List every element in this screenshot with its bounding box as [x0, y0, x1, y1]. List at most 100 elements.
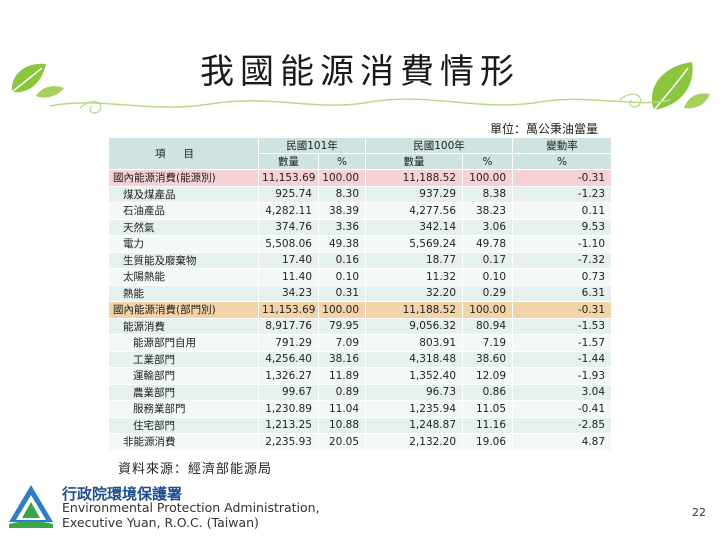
qty-101: 925.74 — [258, 185, 319, 203]
table-row: 煤及煤產品 925.74 8.30 937.29 8.38 -1.23 — [108, 185, 613, 203]
row-label: 非能源消費 — [108, 433, 259, 451]
table-row: 國內能源消費(部門別) 11,153.69 100.00 11,188.52 100.0… — [108, 301, 613, 319]
pct-100: 11.16 — [462, 416, 514, 434]
table-row: 住宅部門 1,213.25 10.88 1,248.87 11.16 -2.85 — [108, 416, 613, 434]
qty-100: 18.77 — [365, 251, 464, 269]
source-note: 資料來源：經濟部能源局 — [118, 462, 273, 477]
change-rate: -1.53 — [512, 317, 613, 335]
pct-100: 7.19 — [462, 334, 514, 352]
pct-100: 0.86 — [462, 383, 514, 401]
pct-101: 10.88 — [317, 416, 367, 434]
qty-101: 11,153.69 — [258, 169, 319, 187]
qty-100: 32.20 — [365, 284, 464, 302]
row-label: 工業部門 — [108, 350, 259, 368]
row-label: 生質能及廢棄物 — [108, 251, 259, 269]
qty-101: 17.40 — [258, 251, 319, 269]
qty-100: 4,277.56 — [365, 202, 464, 220]
change-rate: 4.87 — [512, 433, 613, 451]
pct-100: 19.06 — [462, 433, 514, 451]
qty-101: 1,230.89 — [258, 400, 319, 418]
pct-101: 0.10 — [317, 268, 367, 286]
change-rate: -7.32 — [512, 251, 613, 269]
pct-101: 100.00 — [317, 301, 367, 319]
change-rate: -1.10 — [512, 235, 613, 253]
swirl-divider — [49, 93, 671, 114]
qty-100: 1,352.40 — [365, 367, 464, 385]
change-rate: 3.04 — [512, 383, 613, 401]
row-label: 服務業部門 — [108, 400, 259, 418]
pct-101: 100.00 — [317, 169, 367, 187]
pct-101: 11.04 — [317, 400, 367, 418]
row-label: 能源消費 — [108, 317, 259, 335]
qty-101: 791.29 — [258, 334, 319, 352]
change-rate: 0.73 — [512, 268, 613, 286]
pct-100: 38.60 — [462, 350, 514, 368]
qty-101: 2,235.93 — [258, 433, 319, 451]
pct-101: 0.89 — [317, 383, 367, 401]
pct-101: 38.39 — [317, 202, 367, 220]
slide-title: 我國能源消費情形 — [200, 52, 520, 92]
row-label: 國內能源消費(能源別) — [108, 169, 259, 187]
table-row: 運輸部門 1,326.27 11.89 1,352.40 12.09 -1.93 — [108, 367, 613, 385]
item-header: 項目 — [108, 137, 259, 170]
qty-100: 2,132.20 — [365, 433, 464, 451]
qty-101: 1,326.27 — [258, 367, 319, 385]
table-row: 能源消費 8,917.76 79.95 9,056.32 80.94 -1.53 — [108, 317, 613, 335]
change-rate: 9.53 — [512, 218, 613, 236]
row-label: 太陽熱能 — [108, 268, 259, 286]
pct-101: 0.16 — [317, 251, 367, 269]
table-row: 國內能源消費(能源別) 11,153.69 100.00 11,188.52 100.0… — [108, 169, 613, 187]
sub-header-qty-101: 數量 — [258, 153, 319, 170]
row-label: 國內能源消費(部門別) — [108, 301, 259, 319]
pct-100: 100.00 — [462, 301, 514, 319]
change-rate: -1.23 — [512, 185, 613, 203]
qty-101: 11,153.69 — [258, 301, 319, 319]
pct-100: 0.10 — [462, 268, 514, 286]
qty-101: 374.76 — [258, 218, 319, 236]
table-row: 太陽熱能 11.40 0.10 11.32 0.10 0.73 — [108, 268, 613, 286]
row-label: 電力 — [108, 235, 259, 253]
change-rate: -1.93 — [512, 367, 613, 385]
qty-100: 342.14 — [365, 218, 464, 236]
table-subheader-row: 數量 % 數量 % % — [109, 153, 613, 170]
row-label: 天然氣 — [108, 218, 259, 236]
pct-101: 20.05 — [317, 433, 367, 451]
change-rate: -0.31 — [512, 301, 613, 319]
org-name-en: Environmental Protection Administration,… — [62, 500, 320, 530]
table-row: 能源部門自用 791.29 7.09 803.91 7.19 -1.57 — [108, 334, 613, 352]
sub-header-change: % — [512, 153, 613, 170]
pct-101: 38.16 — [317, 350, 367, 368]
energy-consumption-table: 項目 民國101年 民國100年 變動率 數量 % 數量 % % 國內能源消費(… — [108, 137, 613, 451]
org-name-en-line2: Executive Yuan, R.O.C. (Taiwan) — [62, 515, 259, 530]
change-rate: -0.41 — [512, 400, 613, 418]
change-rate: 6.31 — [512, 284, 613, 302]
page-number: 22 — [692, 506, 706, 519]
qty-100: 11.32 — [365, 268, 464, 286]
qty-100: 5,569.24 — [365, 235, 464, 253]
sub-header-pct-101: % — [317, 153, 367, 170]
row-label: 石油產品 — [108, 202, 259, 220]
sub-header-qty-100: 數量 — [365, 153, 464, 170]
qty-101: 99.67 — [258, 383, 319, 401]
table-row: 天然氣 374.76 3.36 342.14 3.06 9.53 — [108, 218, 613, 236]
row-label: 能源部門自用 — [108, 334, 259, 352]
table-row: 石油產品 4,282.11 38.39 4,277.56 38.23 0.11 — [108, 202, 613, 220]
pct-100: 8.38 — [462, 185, 514, 203]
table-row: 熱能 34.23 0.31 32.20 0.29 6.31 — [108, 284, 613, 302]
table-row: 工業部門 4,256.40 38.16 4,318.48 38.60 -1.44 — [108, 350, 613, 368]
pct-100: 11.05 — [462, 400, 514, 418]
qty-100: 4,318.48 — [365, 350, 464, 368]
pct-100: 80.94 — [462, 317, 514, 335]
table-body: 國內能源消費(能源別) 11,153.69 100.00 11,188.52 100.0… — [108, 169, 613, 451]
org-name-zh: 行政院環境保護署 — [62, 485, 183, 503]
qty-100: 96.73 — [365, 383, 464, 401]
pct-101: 49.38 — [317, 235, 367, 253]
pct-101: 11.89 — [317, 367, 367, 385]
col-group-change: 變動率 — [512, 137, 613, 154]
pct-100: 0.17 — [462, 251, 514, 269]
pct-101: 0.31 — [317, 284, 367, 302]
qty-100: 9,056.32 — [365, 317, 464, 335]
pct-100: 38.23 — [462, 202, 514, 220]
table-row: 農業部門 99.67 0.89 96.73 0.86 3.04 — [108, 383, 613, 401]
pct-100: 0.29 — [462, 284, 514, 302]
